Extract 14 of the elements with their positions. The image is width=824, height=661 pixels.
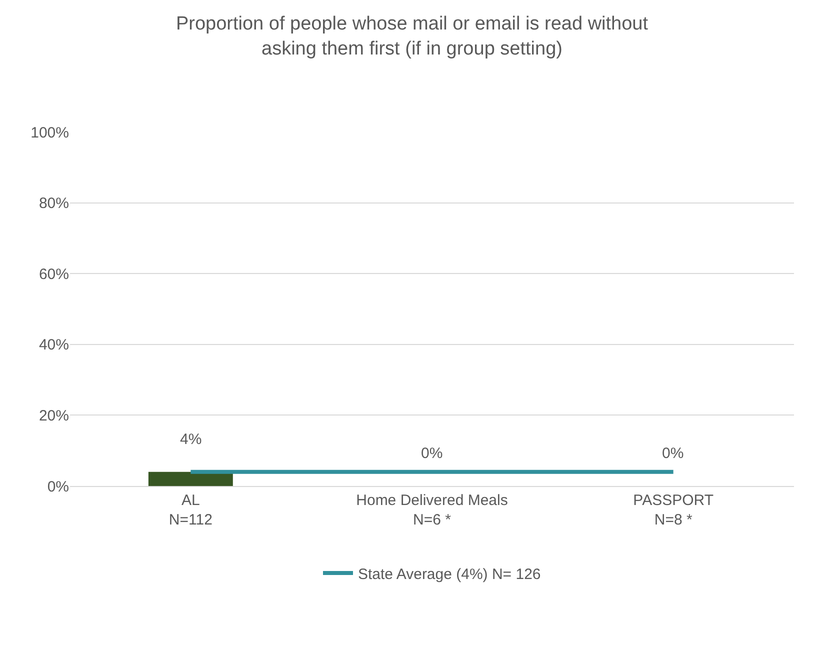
y-tick-label: 80% [38, 195, 69, 212]
y-tick-label: 60% [38, 266, 69, 283]
y-tick-label: 20% [38, 407, 69, 424]
data-label: 4% [180, 431, 202, 448]
x-tick-label: PASSPORT N=8 * [633, 492, 714, 528]
y-tick-label: 40% [38, 336, 69, 354]
y-tick-label: 100% [30, 124, 69, 142]
x-tick-label: Home Delivered Meals N=6 * [356, 492, 508, 528]
data-label: 0% [662, 445, 684, 462]
y-tick-label: 0% [47, 478, 69, 496]
x-tick-label: AL N=112 [168, 492, 212, 528]
legend-label: State Average (4%) N= 126 [358, 566, 541, 583]
chart-title: Proportion of people whose mail or email is read without asking them first (if in group setting) [176, 14, 649, 60]
data-label: 0% [421, 445, 443, 462]
